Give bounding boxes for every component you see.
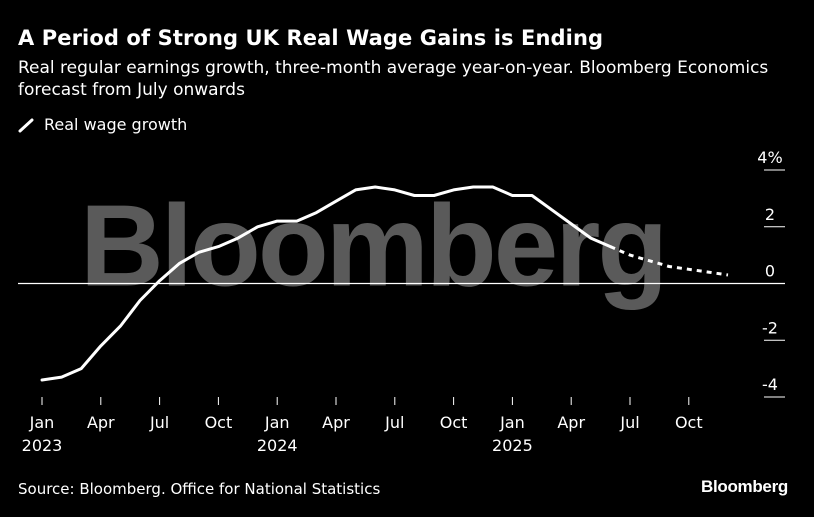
x-tick-label: Apr xyxy=(557,413,585,432)
y-tick-label: 4% xyxy=(757,148,782,167)
x-tick-label: Jul xyxy=(384,413,404,432)
chart-title: A Period of Strong UK Real Wage Gains is… xyxy=(18,26,604,50)
x-year-label: 2023 xyxy=(22,436,63,455)
x-tick-label: Apr xyxy=(322,413,350,432)
watermark: Bloomberg xyxy=(80,181,665,311)
y-tick-label: 0 xyxy=(765,262,775,281)
y-tick-label: -4 xyxy=(762,375,778,394)
x-tick-label: Oct xyxy=(205,413,233,432)
forecast-line xyxy=(609,245,729,277)
x-year-label: 2024 xyxy=(257,436,298,455)
x-year-label: 2025 xyxy=(492,436,533,455)
source-note: Source: Bloomberg. Office for National S… xyxy=(18,480,381,498)
chart-subtitle: Real regular earnings growth, three-mont… xyxy=(18,58,769,100)
x-tick-label: Jan xyxy=(29,413,55,432)
legend-label: Real wage growth xyxy=(44,115,188,134)
legend: Real wage growth xyxy=(18,115,187,134)
legend-line-icon xyxy=(18,118,34,132)
y-tick-label: -2 xyxy=(762,318,778,337)
x-tick-label: Jan xyxy=(499,413,525,432)
y-tick-label: 2 xyxy=(765,205,775,224)
x-tick-label: Jul xyxy=(149,413,169,432)
x-tick-label: Jul xyxy=(619,413,639,432)
x-tick-label: Apr xyxy=(87,413,115,432)
x-tick-label: Oct xyxy=(675,413,703,432)
bloomberg-logo: Bloomberg xyxy=(700,477,788,496)
real-wage-line xyxy=(40,185,612,382)
x-tick-label: Jan xyxy=(264,413,290,432)
x-tick-label: Oct xyxy=(440,413,468,432)
